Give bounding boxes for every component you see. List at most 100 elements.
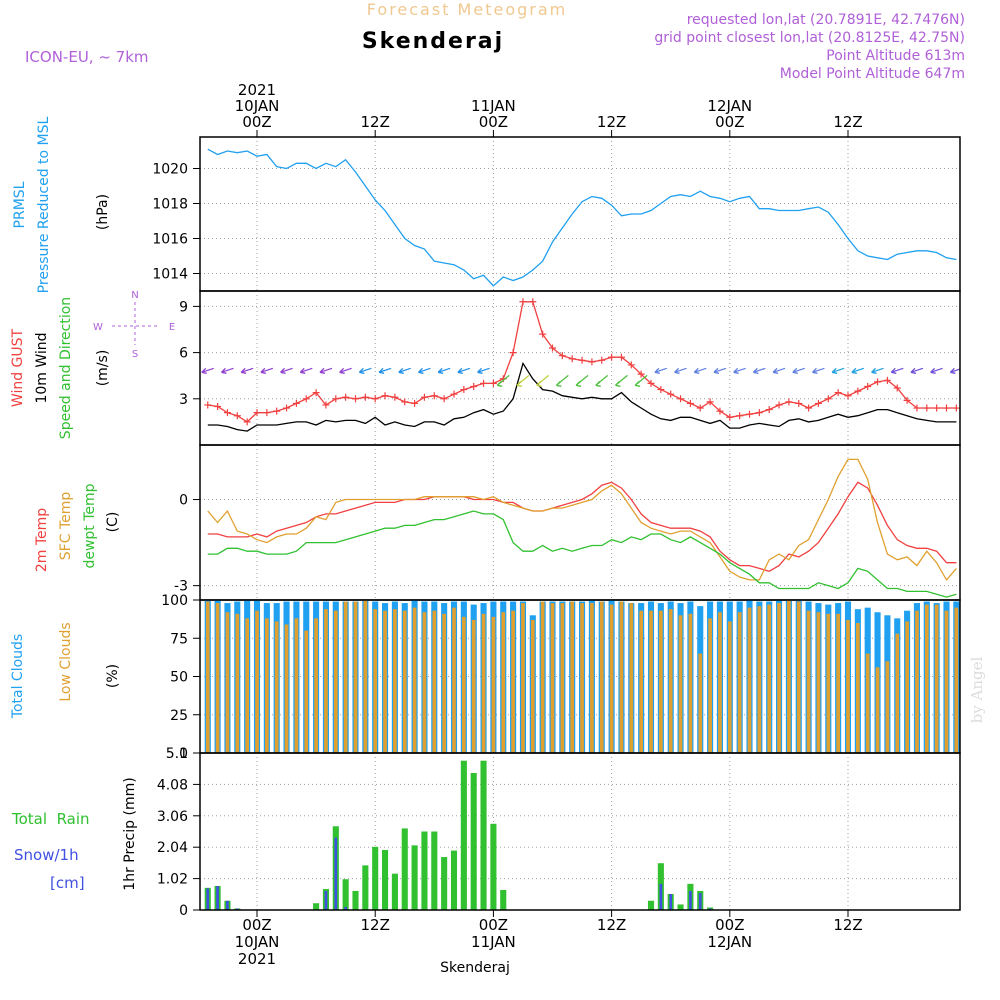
gust-marker (696, 404, 704, 412)
time-label-bottom: 00Z (479, 916, 508, 934)
low-cloud-bar (609, 604, 614, 753)
time-label-bottom: 2021 (238, 950, 276, 968)
rain-bar (362, 865, 369, 910)
rain-bar (391, 873, 398, 910)
panel-4-plot (200, 753, 960, 910)
rain-bar (500, 889, 507, 910)
compass-s: S (132, 349, 138, 360)
snow-label: Snow/1h (14, 846, 79, 864)
gust-marker (736, 412, 744, 420)
panel-frame (199, 444, 961, 601)
gust-marker (824, 395, 832, 403)
gust-marker (411, 399, 419, 407)
time-label-top: 00Z (242, 113, 271, 131)
series-line-prmsl (207, 148, 957, 287)
pressure-label-2: Pressure Reduced to MSL (36, 116, 52, 293)
snow-bar (669, 893, 673, 910)
low-cloud-bar (393, 609, 397, 753)
low-cloud-bar (215, 603, 220, 753)
low-cloud-bar (511, 610, 515, 753)
rain-bar (381, 849, 389, 910)
tdew-label: dewpt Temp (82, 483, 98, 568)
snow-bar (235, 908, 239, 910)
pressure-unit: (hPa) (95, 194, 111, 230)
cloud-unit: (%) (105, 664, 121, 688)
low-cloud-bar (737, 612, 742, 753)
tsfc-label: SFC Temp (58, 492, 74, 561)
low-cloud-bar (580, 603, 584, 753)
gust-marker (854, 387, 862, 395)
wind-direction-arrow (378, 367, 392, 374)
time-label-bottom: 12Z (833, 916, 862, 934)
compass-w: W (93, 322, 103, 333)
low-cloud-bar (718, 612, 722, 753)
wind-direction-arrow (949, 367, 960, 374)
low-cloud-bar (343, 601, 348, 753)
low-cloud-bar (481, 613, 486, 753)
gust-marker (322, 401, 330, 409)
gust-marker (608, 353, 616, 361)
low-cloud-bar (205, 601, 210, 753)
gust-marker (371, 395, 379, 403)
series-line-2m-temp (207, 481, 957, 573)
y-tick-label: 6 (179, 346, 188, 362)
low-cloud-bar (619, 601, 624, 753)
wind-direction-arrow (831, 367, 845, 374)
low-cloud-bar (363, 600, 368, 753)
gust-marker (943, 404, 950, 412)
low-cloud-bar (501, 612, 506, 753)
wind-direction-arrow (595, 374, 609, 387)
station-title: Skenderaj (362, 29, 504, 54)
low-cloud-bar (708, 618, 712, 753)
low-cloud-bar (225, 612, 230, 753)
time-label-top: 12Z (361, 113, 390, 131)
gust-marker (667, 390, 675, 398)
low-cloud-bar (383, 610, 387, 753)
rain-bar (470, 773, 477, 910)
gust-marker (440, 395, 448, 403)
gust-marker (549, 344, 556, 352)
low-cloud-bar (235, 613, 240, 753)
snow-bar (206, 888, 210, 910)
low-cloud-bar (934, 604, 939, 753)
low-cloud-bar (304, 630, 309, 753)
gust-marker (598, 356, 606, 364)
wind-direction-arrow (733, 367, 746, 374)
y-tick-label: 100 (161, 593, 188, 609)
wind-direction-arrow (871, 367, 884, 374)
rain-bar (411, 845, 418, 910)
rain-bar (441, 857, 448, 910)
low-cloud-bar (905, 621, 909, 753)
gust-label: Wind GUST (10, 328, 26, 407)
time-label-top: 00Z (715, 113, 744, 131)
gust-marker (233, 412, 241, 420)
wind-direction-arrow (417, 367, 431, 374)
gust-marker (420, 393, 428, 401)
low-cloud-bar (245, 618, 249, 753)
gust-marker (352, 395, 359, 403)
gust-marker (204, 401, 212, 409)
low-cloud-bar (668, 609, 673, 753)
total-clouds-label: Total Clouds (10, 634, 26, 719)
time-label-top: 12Z (597, 113, 626, 131)
series-line-sfc-temp (207, 458, 957, 582)
wind-direction-arrow (358, 367, 372, 374)
gust-marker (874, 378, 882, 386)
low-cloud-bar (698, 653, 703, 753)
y-tick-label: -3 (174, 579, 188, 595)
gust-marker (381, 392, 389, 400)
low-cloud-bar (757, 606, 762, 753)
gust-marker (253, 409, 261, 417)
snow-bar (216, 885, 219, 910)
pressure-label-1: PRMSL (12, 181, 28, 228)
y-tick-label: 4.08 (157, 777, 188, 793)
gust-marker (292, 399, 300, 407)
gust-marker (903, 396, 911, 404)
low-cloud-bar (787, 600, 791, 753)
model-altitude: Model Point Altitude 647m (780, 66, 965, 82)
wind-direction-arrow (614, 374, 628, 387)
gust-marker (489, 379, 497, 387)
gust-marker (795, 399, 803, 407)
wind-direction-arrow (910, 367, 924, 374)
low-cloud-bar (836, 613, 840, 753)
